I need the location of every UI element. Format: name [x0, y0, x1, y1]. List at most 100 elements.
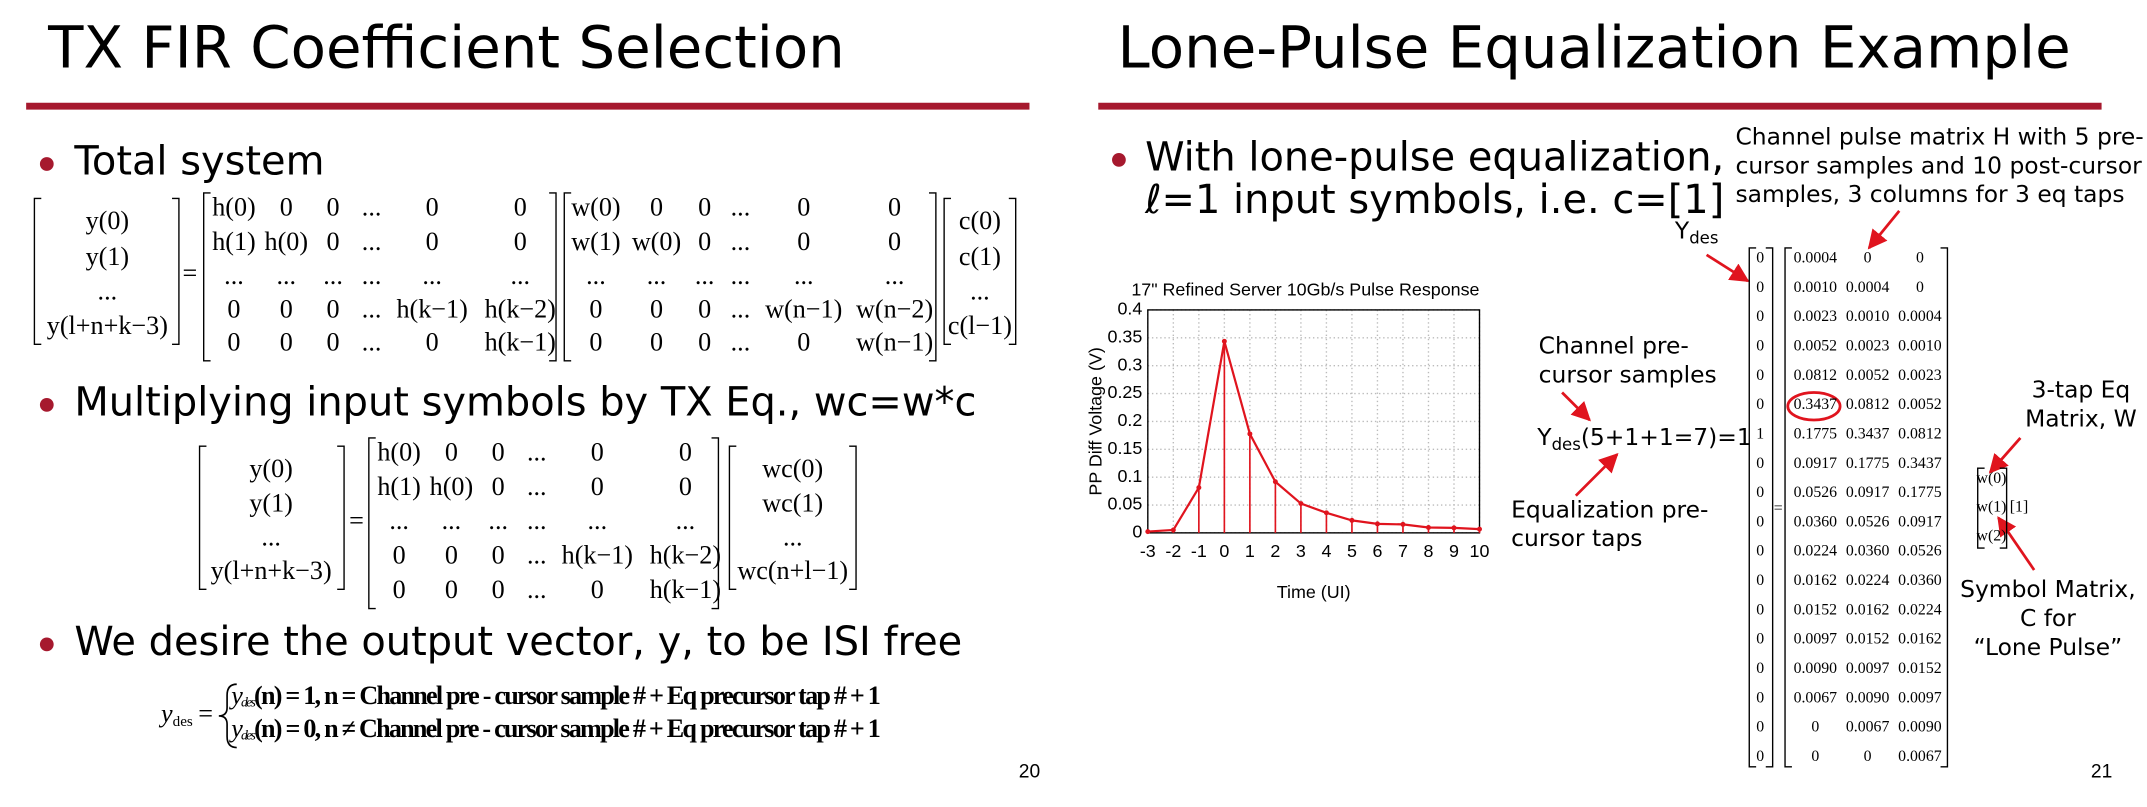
x-tick-label: 2	[1270, 541, 1280, 561]
bracket	[563, 192, 572, 362]
matrix-entry: 0.0004	[1794, 250, 1838, 267]
vector-entry: c(0)	[959, 206, 1001, 235]
matrix-entry: ...	[488, 506, 508, 535]
annotation: Symbol Matrix,	[1960, 575, 2136, 603]
matrix-entry: 0.0917	[1846, 484, 1890, 501]
matrix-entry: 0.0526	[1898, 543, 1942, 560]
vector-entry: 0	[1756, 748, 1764, 765]
matrix-entry: 0	[1864, 250, 1872, 267]
equals-sign: =	[349, 506, 364, 535]
matrix-entry: 0.0010	[1898, 338, 1942, 355]
x-tick-label: 6	[1372, 541, 1382, 561]
annotation: C for	[2020, 604, 2076, 632]
series-line	[1147, 341, 1480, 533]
vector-entry: 0	[1756, 367, 1764, 384]
bullet-dot	[39, 397, 54, 412]
matrix-entry: w(n−2)	[856, 294, 933, 323]
bracket	[33, 197, 42, 346]
symbol-matrix: [1]	[2010, 499, 2028, 516]
annotation: Channel pre-	[1539, 332, 1689, 360]
matrix-entry: ...	[731, 192, 751, 221]
matrix-entry: ...	[362, 327, 382, 356]
matrix-entry: 0.1775	[1846, 455, 1890, 472]
vector-entry: 0	[1756, 484, 1764, 501]
matrix-entry: ...	[588, 506, 608, 535]
matrix-entry: 0	[589, 327, 602, 356]
matrix-entry: 0	[445, 575, 458, 604]
matrix-entry: 0	[492, 541, 505, 570]
sample-point	[1349, 517, 1355, 523]
sample-point	[1221, 338, 1227, 344]
x-tick-label: -3	[1140, 541, 1156, 561]
matrix-entry: h(k−1)	[396, 294, 467, 323]
vector-entry: 0	[1756, 513, 1764, 530]
bracket	[203, 192, 211, 362]
matrix-entry: 0.0812	[1898, 426, 1942, 443]
matrix-entry: 0.0090	[1846, 689, 1890, 706]
x-tick-label: 3	[1296, 541, 1306, 561]
matrix-entry: 0	[1916, 250, 1924, 267]
bracket	[549, 192, 557, 362]
matrix-entry: h(1)	[212, 227, 256, 256]
vector-entry: 0	[1756, 338, 1764, 355]
arrow	[1574, 453, 1619, 497]
vector-entry: wc(1)	[762, 488, 823, 517]
matrix-entry: ...	[276, 261, 296, 290]
case-text: (n) = 0, n ≠ Channel pre - cursor sample…	[254, 714, 881, 743]
vector-entry: 0	[1756, 631, 1764, 648]
vector-entry: 0	[1756, 396, 1764, 413]
matrix-entry: 0	[280, 294, 293, 323]
matrix-entry: 0.1775	[1794, 426, 1838, 443]
bracket	[711, 437, 720, 610]
matrix-entry: w(0)	[571, 192, 620, 221]
matrix-entry: 0.0162	[1846, 601, 1890, 618]
matrix-entry: 0	[698, 327, 711, 356]
bullet-text: We desire the output vector, y, to be IS…	[74, 619, 962, 665]
x-tick-label: -1	[1191, 541, 1207, 561]
matrix-entry: 0.0004	[1846, 279, 1890, 296]
annotation: 3-tap Eq	[2032, 376, 2131, 404]
matrix-entry: w(1)	[571, 227, 620, 256]
annotation-sub: des	[1689, 228, 1718, 247]
x-tick-label: 8	[1423, 541, 1433, 561]
matrix-entry: h(0)	[430, 472, 474, 501]
matrix-entry: 0.0023	[1898, 367, 1942, 384]
y-tick-label: 0.3	[1117, 354, 1142, 374]
sample-point	[1145, 529, 1151, 535]
x-tick-label: 0	[1219, 541, 1229, 561]
matrix-entry: ...	[389, 506, 409, 535]
matrix-entry: 0	[514, 227, 527, 256]
bracket	[198, 445, 207, 590]
matrix-entry: 0.0526	[1846, 513, 1890, 530]
annotation: Matrix, W	[2025, 405, 2137, 433]
matrix-entry: 0	[797, 227, 810, 256]
vector-entry: ...	[783, 523, 803, 552]
matrix-entry: 0.0917	[1794, 455, 1838, 472]
vector-entry: w(0)	[1977, 470, 2007, 487]
matrix-entry: 0	[327, 327, 340, 356]
vector-entry: ...	[970, 276, 990, 305]
matrix-entry: 0	[698, 294, 711, 323]
y-tick-label: 0.35	[1108, 327, 1143, 347]
matrix-entry: 0	[650, 294, 663, 323]
matrix-entry: 0.0023	[1846, 338, 1890, 355]
matrix-entry: 0	[589, 294, 602, 323]
matrix-entry: 0	[591, 437, 604, 466]
annotation: Ydes	[1674, 216, 1719, 247]
matrix-entry: ...	[676, 506, 696, 535]
matrix-entry: 0	[698, 192, 711, 221]
matrix-entry: ...	[527, 541, 547, 570]
matrix-entry: 0.0812	[1794, 367, 1838, 384]
matrix-entry: ...	[323, 261, 343, 290]
vector-entry: 0	[1756, 601, 1764, 618]
matrix-entry: h(k−2)	[485, 294, 556, 323]
matrix-entry: 0.0917	[1898, 513, 1942, 530]
bullet-dot	[1112, 153, 1126, 167]
matrix-entry: 0.3437	[1898, 455, 1942, 472]
matrix-entry: ...	[731, 294, 751, 323]
matrix-entry: ...	[362, 294, 382, 323]
matrix-entry: 0	[327, 294, 340, 323]
bracket	[1940, 247, 1949, 768]
case-sub: des	[241, 695, 256, 710]
matrix-entry: 0.0224	[1794, 543, 1838, 560]
